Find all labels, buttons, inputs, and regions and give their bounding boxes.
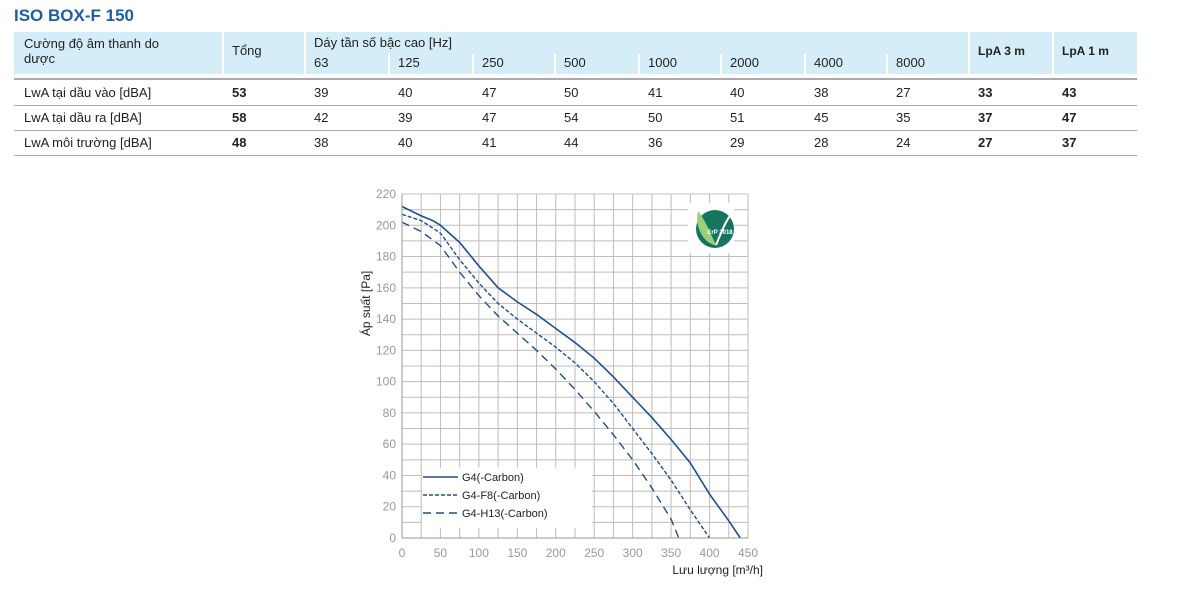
x-tick-label: 450 <box>738 546 758 560</box>
lpa1-header: LpA 1 m <box>1062 44 1109 58</box>
row-label: LwA tại dầu vào [dBA] <box>24 85 152 100</box>
band-header-250: 250 <box>472 54 552 74</box>
band-value: 39 <box>398 110 413 125</box>
x-tick-label: 400 <box>700 546 720 560</box>
band-header-cell: Dáy tần số bậc cao [Hz] <box>306 32 968 74</box>
total-value: 48 <box>232 135 247 150</box>
y-tick-label: 60 <box>383 437 397 451</box>
y-tick-label: 180 <box>376 250 396 264</box>
series-line-dotted <box>401 213 711 539</box>
y-tick-label: 80 <box>383 406 397 420</box>
row-header: Cường độ âm thanh do dược <box>24 36 160 66</box>
band-value: 41 <box>648 85 663 100</box>
band-value: 45 <box>814 110 829 125</box>
band-value: 47 <box>482 85 497 100</box>
y-tick-label: 40 <box>383 468 397 482</box>
x-tick-label: 50 <box>434 546 448 560</box>
band-value: 44 <box>564 135 579 150</box>
row-header-cell: Cường độ âm thanh do dược <box>14 32 222 74</box>
band-value: 50 <box>648 110 663 125</box>
band-value: 28 <box>814 135 829 150</box>
legend-label: G4(-Carbon) <box>462 472 524 484</box>
divider <box>14 130 1137 131</box>
band-value: 38 <box>314 135 329 150</box>
total-value: 53 <box>232 85 247 100</box>
band-header: Dáy tần số bậc cao [Hz] <box>314 35 453 50</box>
band-header-2000: 2000 <box>720 54 800 74</box>
y-tick-label: 0 <box>389 531 396 545</box>
y-tick-label: 20 <box>383 500 397 514</box>
band-value: 54 <box>564 110 579 125</box>
band-header-4000: 4000 <box>804 54 884 74</box>
y-tick-label: 140 <box>376 312 396 326</box>
band-value: 42 <box>314 110 329 125</box>
band-value: 38 <box>814 85 829 100</box>
y-tick-label: 100 <box>376 375 396 389</box>
leaf-icon <box>697 211 716 245</box>
leaf-stem <box>715 210 735 246</box>
band-header-63: 63 <box>314 55 329 70</box>
y-tick-label: 200 <box>376 218 396 232</box>
x-tick-label: 300 <box>623 546 643 560</box>
x-tick-label: 250 <box>584 546 604 560</box>
band-value: 40 <box>398 135 413 150</box>
band-header-8000: 8000 <box>886 54 966 74</box>
x-tick-label: 100 <box>469 546 489 560</box>
band-value: 35 <box>896 110 911 125</box>
legend-label: G4-F8(-Carbon) <box>462 490 540 502</box>
band-value: 27 <box>896 85 911 100</box>
series-line-solid <box>401 205 741 539</box>
band-value: 39 <box>314 85 329 100</box>
band-value: 47 <box>482 110 497 125</box>
band-header-125: 125 <box>388 54 468 74</box>
y-tick-label: 220 <box>376 187 396 201</box>
total-value: 58 <box>232 110 247 125</box>
legend-label: G4-H13(-Carbon) <box>462 508 548 520</box>
divider <box>14 155 1137 156</box>
band-header-1000: 1000 <box>638 54 718 74</box>
erp-badge-text: ErP 2018 <box>707 230 733 236</box>
lpa3-header-cell: LpA 3 m <box>970 32 1052 74</box>
lpa1-value: 43 <box>1062 85 1077 100</box>
band-value: 41 <box>482 135 497 150</box>
band-value: 40 <box>730 85 745 100</box>
divider <box>14 105 1137 106</box>
band-header-500: 500 <box>554 54 634 74</box>
row-label: LwA môi trường [dBA] <box>24 135 152 150</box>
lpa1-header-cell: LpA 1 m <box>1054 32 1137 74</box>
lpa3-value: 27 <box>978 135 993 150</box>
band-value: 40 <box>398 85 413 100</box>
series-line-dashed <box>401 221 680 539</box>
y-axis-label: Áp suất [Pa] <box>358 271 373 336</box>
row-label: LwA tại dầu ra [dBA] <box>24 110 142 125</box>
y-tick-label: 120 <box>376 343 396 357</box>
total-header: Tổng <box>232 43 262 58</box>
lpa1-value: 47 <box>1062 110 1077 125</box>
y-tick-label: 160 <box>376 281 396 295</box>
lpa3-header: LpA 3 m <box>978 44 1025 58</box>
x-tick-label: 150 <box>507 546 527 560</box>
x-tick-label: 200 <box>546 546 566 560</box>
x-axis-label: Lưu lượng [m³/h] <box>672 563 763 577</box>
product-title: ISO BOX-F 150 <box>14 6 134 25</box>
band-value: 50 <box>564 85 579 100</box>
divider <box>14 78 1137 80</box>
lpa3-value: 33 <box>978 85 993 100</box>
pressure-flow-chart: 0 50 100 150 200 250 300 350 400 450 0 20 40 60 80 100 1… <box>358 187 763 577</box>
band-value: 24 <box>896 135 911 150</box>
band-value: 36 <box>648 135 663 150</box>
band-value: 29 <box>730 135 745 150</box>
band-value: 51 <box>730 110 745 125</box>
lpa3-value: 37 <box>978 110 993 125</box>
x-tick-label: 350 <box>661 546 681 560</box>
total-header-cell: Tổng <box>224 32 304 74</box>
x-tick-label: 0 <box>399 546 406 560</box>
lpa1-value: 37 <box>1062 135 1077 150</box>
